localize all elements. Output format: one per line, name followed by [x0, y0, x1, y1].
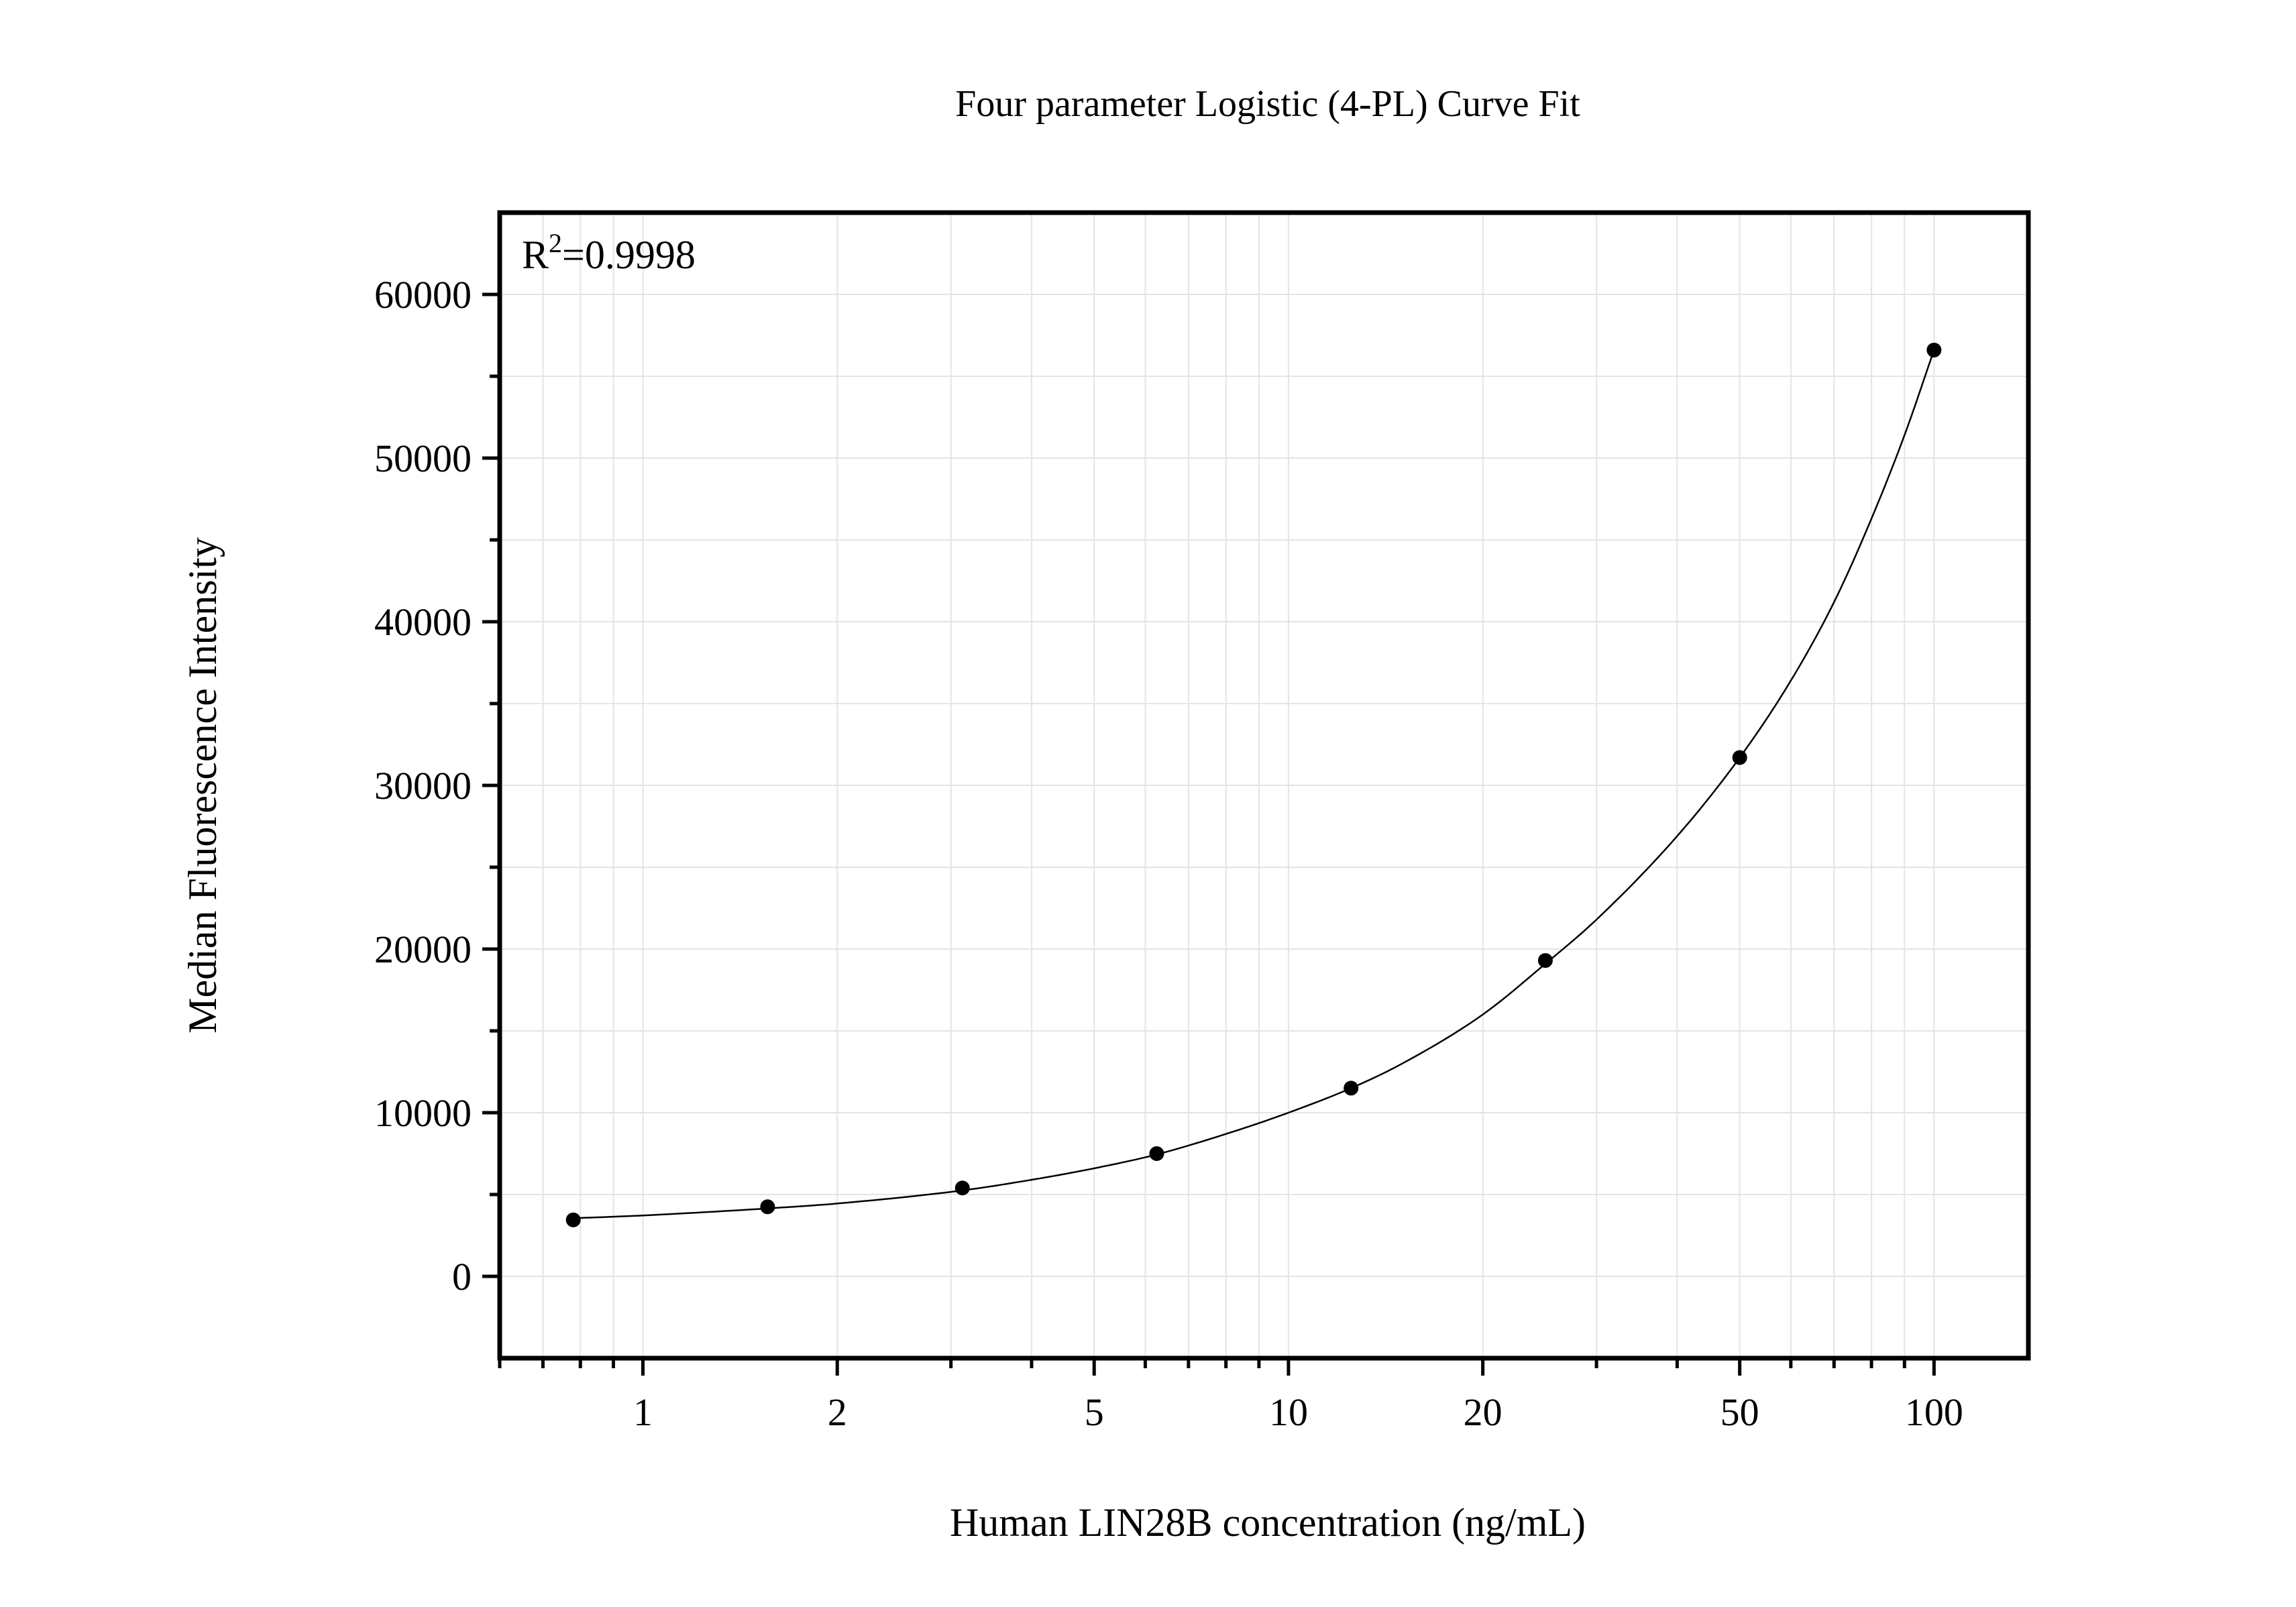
- y-tick-label: 50000: [374, 437, 472, 480]
- r-squared-value: =0.9998: [562, 233, 696, 277]
- grid-layer: [499, 213, 2028, 1358]
- r-squared-annotation: R2=0.9998: [522, 228, 696, 277]
- x-tick-label: 20: [1464, 1390, 1502, 1434]
- y-tick-label: 10000: [374, 1091, 472, 1135]
- data-point: [1149, 1146, 1164, 1161]
- data-point: [1732, 750, 1747, 765]
- fit-curve: [573, 349, 1935, 1219]
- data-point: [1344, 1080, 1359, 1096]
- data-point: [1537, 953, 1553, 968]
- plot-frame: [497, 210, 2031, 1361]
- y-tick-label: 40000: [374, 600, 472, 644]
- data-point: [760, 1199, 775, 1215]
- data-point: [1926, 342, 1942, 357]
- x-tick-label: 2: [828, 1390, 847, 1434]
- y-tick-label: 0: [452, 1255, 472, 1298]
- x-tick-label: 50: [1720, 1390, 1759, 1434]
- chart-title: Four parameter Logistic (4-PL) Curve Fit: [955, 83, 1580, 125]
- ticks-layer: 1 2 5 10 20 50 100 0 10000 20000 30000 40000 50000 60…: [374, 273, 1963, 1434]
- r-squared-prefix: R: [522, 233, 549, 277]
- data-point: [954, 1180, 970, 1196]
- y-axis-label: Median Fluorescence Intensity: [180, 537, 225, 1034]
- y-tick-label: 30000: [374, 764, 472, 808]
- y-tick-label: 20000: [374, 928, 472, 971]
- x-tick-label: 5: [1085, 1390, 1104, 1434]
- r-squared-superscript: 2: [549, 228, 562, 258]
- x-tick-label: 10: [1269, 1390, 1308, 1434]
- y-tick-label: 60000: [374, 273, 472, 317]
- x-tick-label: 1: [633, 1390, 653, 1434]
- data-points-layer: [565, 342, 1942, 1227]
- x-axis-label: Human LIN28B concentration (ng/mL): [950, 1500, 1586, 1545]
- fit-curve-layer: [573, 349, 1935, 1219]
- x-tick-label: 100: [1905, 1390, 1963, 1434]
- data-point: [565, 1212, 581, 1227]
